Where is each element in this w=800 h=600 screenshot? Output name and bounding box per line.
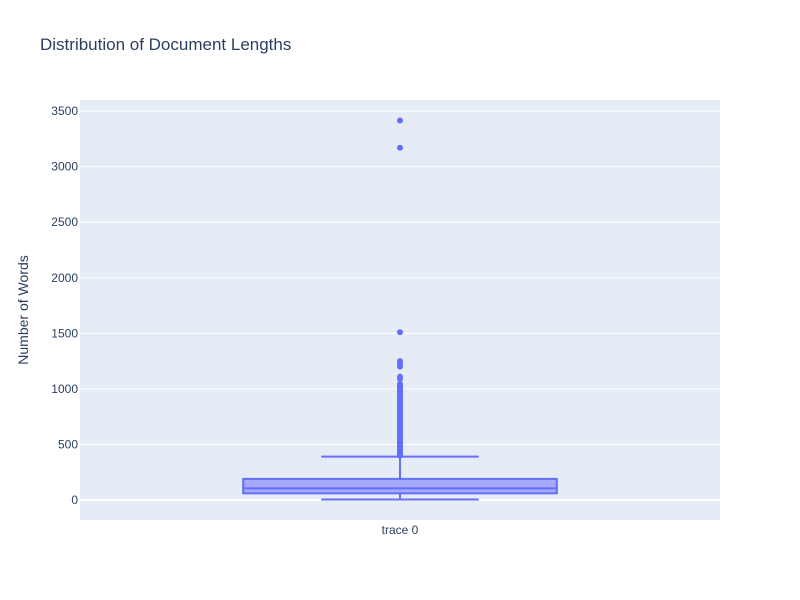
y-tick-label: 3500: [51, 104, 78, 118]
y-tick-label: 500: [58, 437, 78, 451]
y-axis-title: Number of Words: [15, 255, 31, 364]
outlier-point: [397, 117, 403, 124]
y-tick-label: 3000: [51, 160, 78, 174]
x-axis-ticks: trace 0: [382, 523, 419, 537]
chart-title: Distribution of Document Lengths: [40, 35, 291, 54]
outlier-point: [397, 329, 403, 336]
box-series: [242, 117, 558, 501]
x-tick-label: trace 0: [382, 523, 419, 537]
y-tick-label: 1000: [51, 382, 78, 396]
outlier-point: [397, 380, 403, 387]
outlier-point: [397, 144, 403, 151]
y-axis-ticks: 0 500 1000 1500 2000 2500 3000 3500: [51, 104, 78, 507]
iqr-box: [242, 477, 558, 495]
y-tick-label: 2000: [51, 271, 78, 285]
y-tick-label: 2500: [51, 215, 78, 229]
box-trace: [242, 117, 558, 501]
y-tick-label: 1500: [51, 326, 78, 340]
outlier-point: [397, 373, 403, 380]
outlier-point: [397, 358, 403, 365]
y-tick-label: 0: [71, 493, 78, 507]
